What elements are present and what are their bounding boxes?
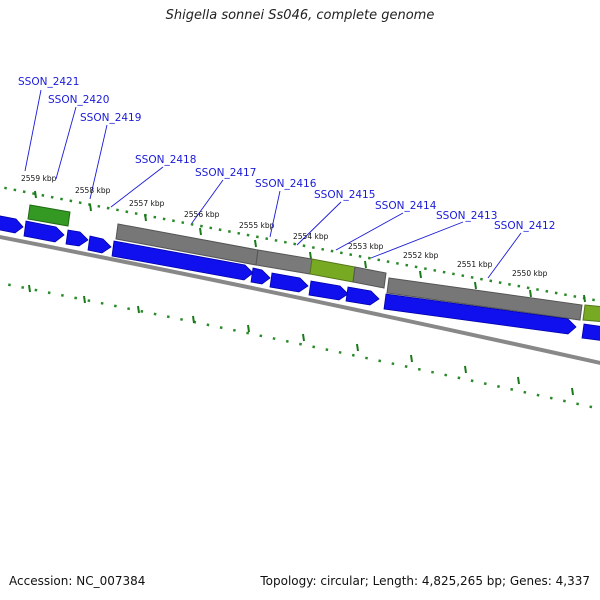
- gene-label[interactable]: SSON_2413: [436, 210, 497, 222]
- gene-label[interactable]: SSON_2412: [494, 220, 555, 232]
- genome-summary-text: Topology: circular; Length: 4,825,265 bp…: [260, 574, 590, 588]
- pseudogene-block: [352, 266, 387, 289]
- gene-arrow[interactable]: [581, 323, 600, 341]
- gene-label[interactable]: SSON_2417: [195, 167, 256, 179]
- outer-ring-ticks: [34, 190, 586, 303]
- genome-backbone: [0, 234, 600, 365]
- rna-feature: [27, 204, 71, 227]
- gene-label-leaders: [24, 89, 522, 279]
- pseudogene-block: [255, 249, 313, 275]
- rna-feature-alt: [582, 304, 600, 323]
- kbp-label: 2552 kbp: [403, 251, 439, 260]
- kbp-label: 2559 kbp: [21, 174, 57, 183]
- gene-arrow[interactable]: [250, 267, 271, 285]
- kbp-label: 2558 kbp: [75, 186, 111, 195]
- gene-label[interactable]: SSON_2421: [18, 76, 79, 88]
- gene-label[interactable]: SSON_2414: [375, 200, 437, 212]
- gene-arrow[interactable]: [87, 235, 112, 254]
- gene-labels[interactable]: SSON_2421 SSON_2420 SSON_2419 SSON_2418 …: [18, 76, 555, 232]
- accession-text: Accession: NC_007384: [9, 574, 146, 588]
- gene-arrow[interactable]: [308, 280, 349, 301]
- gene-arrow[interactable]: [23, 220, 65, 243]
- gene-label[interactable]: SSON_2415: [314, 189, 375, 201]
- outer-scale-ring: [0, 185, 600, 303]
- gene-arrow[interactable]: [65, 229, 89, 247]
- gene-arrow[interactable]: [0, 215, 24, 234]
- kbp-label: 2550 kbp: [512, 269, 548, 278]
- map-title: Shigella sonnei Ss046, complete genome: [165, 8, 435, 23]
- pseudogene-block: [386, 277, 583, 321]
- kbp-label: 2551 kbp: [457, 260, 493, 269]
- kbp-label: 2557 kbp: [129, 199, 165, 208]
- gene-label[interactable]: SSON_2416: [255, 178, 317, 190]
- gene-label[interactable]: SSON_2420: [48, 94, 109, 106]
- kbp-label: 2553 kbp: [348, 242, 384, 251]
- gene-track[interactable]: [0, 215, 600, 341]
- feature-track: [27, 204, 600, 323]
- gene-arrow[interactable]: [111, 240, 254, 281]
- scale-labels: 2559 kbp 2558 kbp 2557 kbp 2556 kbp 2555…: [21, 174, 548, 278]
- inner-scale-ring: [0, 281, 600, 411]
- gene-arrow[interactable]: [345, 286, 380, 306]
- kbp-label: 2555 kbp: [239, 221, 275, 230]
- inner-ring-ticks: [28, 284, 574, 396]
- rna-feature-alt: [309, 258, 356, 283]
- gene-label[interactable]: SSON_2418: [135, 154, 196, 166]
- gene-arrow[interactable]: [383, 293, 577, 335]
- gene-label[interactable]: SSON_2419: [80, 112, 141, 124]
- kbp-label: 2554 kbp: [293, 232, 329, 241]
- gene-arrow[interactable]: [269, 272, 309, 293]
- kbp-label: 2556 kbp: [184, 210, 220, 219]
